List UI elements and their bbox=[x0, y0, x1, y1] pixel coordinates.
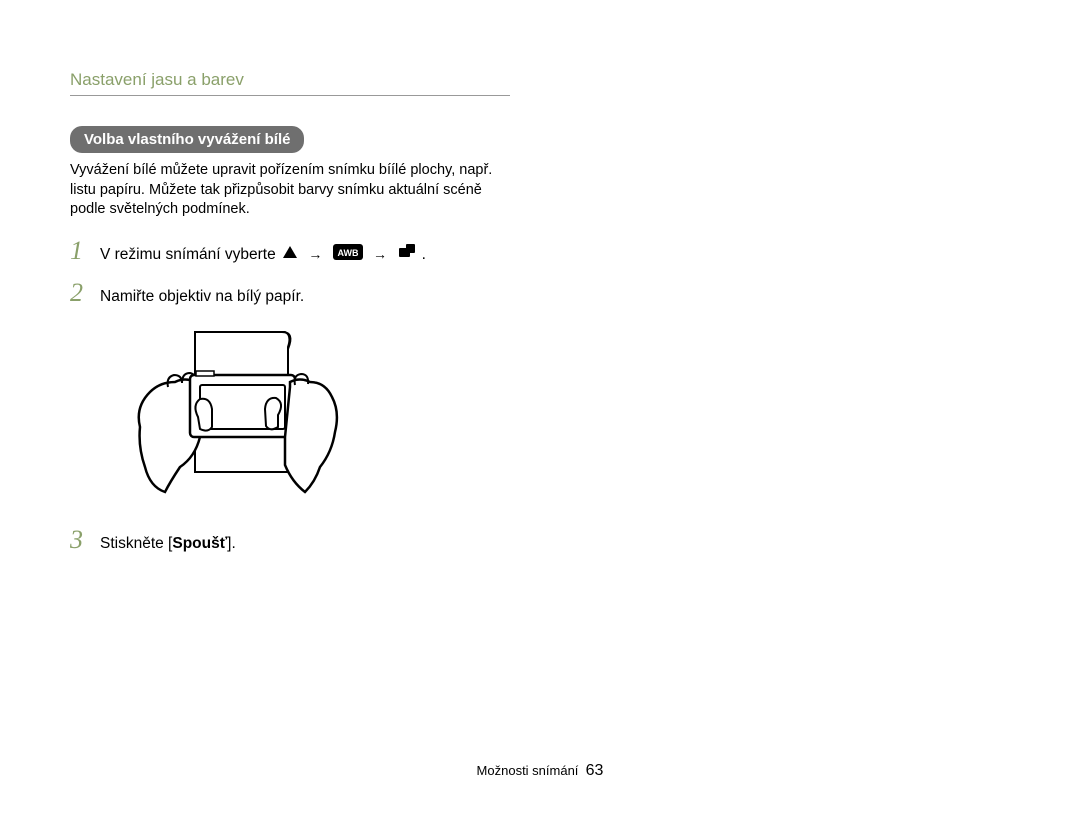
step-text: V režimu snímání vyberte → AWB → bbox=[100, 244, 426, 266]
awb-icon: AWB bbox=[333, 244, 363, 266]
step-number: 1 bbox=[70, 238, 100, 264]
step-3-bold: Spoušť bbox=[172, 535, 227, 552]
section-paragraph: Vyvážení bílé můžete upravit pořízením s… bbox=[70, 161, 510, 220]
arrow-icon: → bbox=[308, 246, 322, 262]
page-footer: Možnosti snímání 63 bbox=[0, 762, 1080, 780]
page-header-title: Nastavení jasu a barev bbox=[70, 70, 510, 96]
camera-paper-illustration bbox=[120, 327, 350, 507]
steps-list: 1 V režimu snímání vyberte → AWB → bbox=[70, 238, 510, 554]
step-1-prefix: V režimu snímání vyberte bbox=[100, 246, 280, 263]
section-pill: Volba vlastního vyvážení bílé bbox=[70, 126, 304, 153]
step-3-prefix: Stiskněte [ bbox=[100, 535, 172, 552]
up-triangle-icon bbox=[282, 245, 298, 265]
footer-label: Možnosti snímání bbox=[477, 763, 579, 778]
step-2: 2 Namiřte objektiv na bílý papír. bbox=[70, 280, 510, 307]
custom-wb-icon bbox=[397, 244, 415, 266]
step-text: Stiskněte [Spoušť]. bbox=[100, 534, 236, 554]
step-text: Namiřte objektiv na bílý papír. bbox=[100, 287, 304, 307]
step-3-suffix: ]. bbox=[227, 535, 236, 552]
step-1: 1 V režimu snímání vyberte → AWB → bbox=[70, 238, 510, 266]
step-1-suffix: . bbox=[422, 246, 426, 263]
step-number: 3 bbox=[70, 527, 100, 553]
arrow-icon: → bbox=[373, 246, 387, 262]
footer-page-number: 63 bbox=[586, 762, 604, 779]
step-3: 3 Stiskněte [Spoušť]. bbox=[70, 527, 510, 554]
step-number: 2 bbox=[70, 280, 100, 306]
svg-text:AWB: AWB bbox=[337, 248, 358, 258]
